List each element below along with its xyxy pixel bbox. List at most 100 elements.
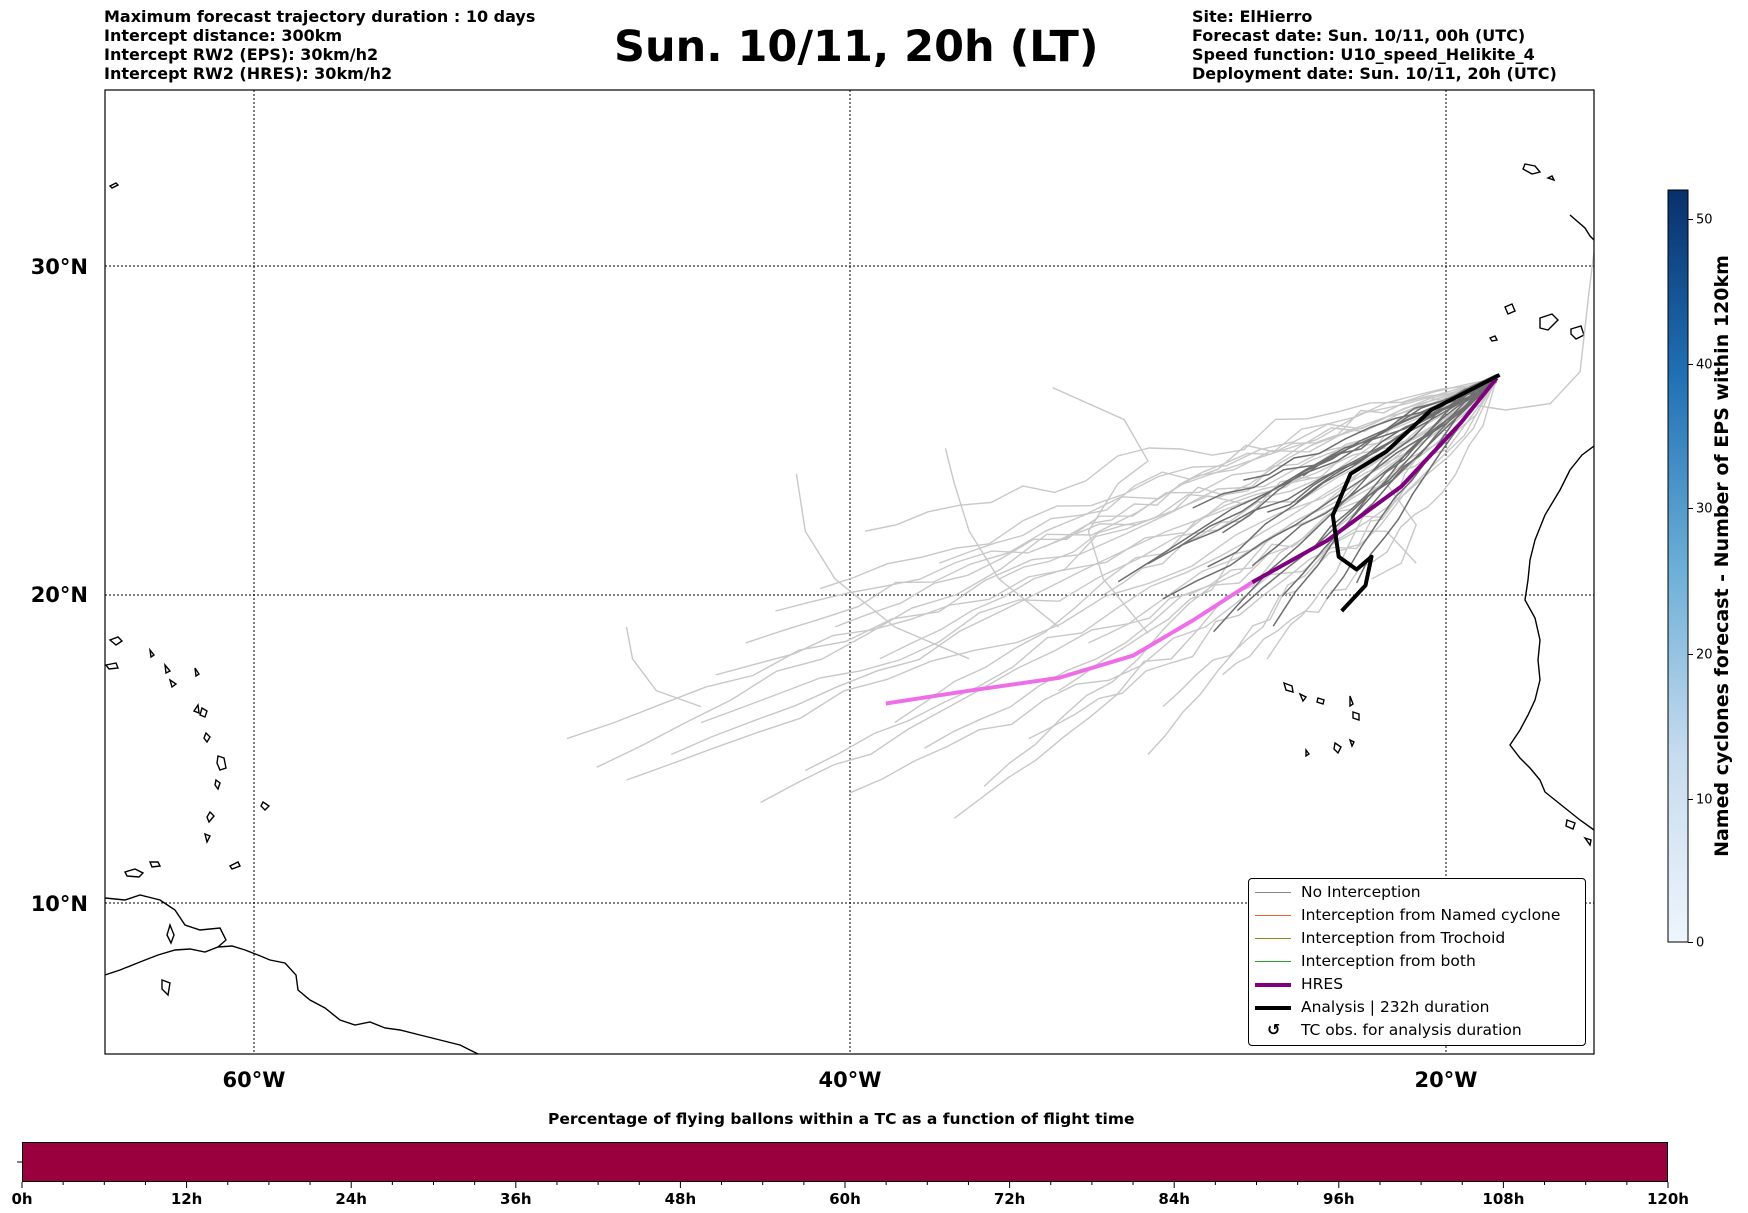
legend-item-analysis: Analysis | 232h duration bbox=[1249, 996, 1585, 1019]
legend-item-trochoid: Interception from Trochoid bbox=[1249, 927, 1585, 950]
colorbar-tickmark bbox=[1688, 508, 1693, 509]
header-left-line: Intercept RW2 (EPS): 30km/h2 bbox=[104, 45, 379, 64]
lon-label-40w: 40°W bbox=[819, 1068, 882, 1092]
header-right-line: Speed function: U10_speed_Helikite_4 bbox=[1192, 45, 1535, 64]
colorbar-tick-label: 30 bbox=[1696, 501, 1713, 517]
flight-bar-tick-label: 84h bbox=[1158, 1190, 1190, 1208]
ensemble-trajectory bbox=[625, 626, 702, 708]
ensemble-trajectory bbox=[566, 377, 1498, 740]
colorbar-tick-label: 20 bbox=[1696, 647, 1713, 663]
header-right: Site: ElHierro Forecast date: Sun. 10/11… bbox=[1192, 7, 1557, 83]
legend-label: Analysis | 232h duration bbox=[1301, 998, 1490, 1016]
ensemble-trajectory bbox=[1162, 376, 1498, 600]
colorbar-tick-label: 10 bbox=[1696, 792, 1713, 808]
flight-bar-tick-label: 0h bbox=[11, 1190, 33, 1208]
ensemble-trajectory bbox=[1341, 379, 1498, 529]
coastline-island bbox=[199, 706, 271, 845]
lat-label-20n: 20°N bbox=[31, 583, 88, 607]
colorbar-tickmark bbox=[1688, 942, 1693, 943]
coastline-island bbox=[1565, 214, 1594, 847]
colorbar-tick-label: 40 bbox=[1696, 357, 1713, 373]
legend-label: No Interception bbox=[1301, 883, 1421, 901]
colorbar-tick-label: 0 bbox=[1696, 935, 1705, 951]
ensemble-trajectory bbox=[596, 377, 1497, 768]
map-title: Sun. 10/11, 20h (LT) bbox=[614, 22, 1099, 72]
ensemble-trajectory bbox=[1281, 375, 1498, 597]
legend-item-no-interception: No Interception bbox=[1249, 881, 1585, 904]
ensemble-trajectory bbox=[1422, 246, 1594, 411]
ensemble-trajectory bbox=[1371, 482, 1417, 580]
legend-swatch bbox=[1255, 983, 1291, 987]
coastline-cape-verde bbox=[1282, 681, 1360, 758]
header-right-line: Forecast date: Sun. 10/11, 00h (UTC) bbox=[1192, 26, 1526, 45]
ensemble-trajectory bbox=[1266, 377, 1498, 660]
colorbar bbox=[1667, 189, 1689, 943]
legend-swatch bbox=[1255, 892, 1291, 893]
flight-bar-tick-label: 12h bbox=[170, 1190, 203, 1208]
lon-label-60w: 60°W bbox=[223, 1068, 286, 1092]
lon-label-20w: 20°W bbox=[1415, 1068, 1478, 1092]
header-left-line: Intercept distance: 300km bbox=[104, 26, 343, 45]
legend-swatch bbox=[1255, 938, 1291, 939]
coastline-island bbox=[105, 636, 200, 715]
cyclone-symbol-icon: ↺ bbox=[1267, 1020, 1281, 1039]
flight-bar-tick-label: 72h bbox=[993, 1190, 1026, 1208]
hres-trajectory-late bbox=[885, 580, 1254, 706]
hres-trajectory bbox=[1251, 376, 1499, 584]
ensemble-trajectory bbox=[670, 377, 1498, 756]
legend-label: Interception from Named cyclone bbox=[1301, 906, 1561, 924]
legend-label: Interception from Trochoid bbox=[1301, 929, 1506, 947]
ensemble-trajectory bbox=[795, 473, 970, 660]
coastline-venezuela bbox=[105, 894, 227, 948]
legend-swatch bbox=[1255, 915, 1291, 916]
legend-label: TC obs. for analysis duration bbox=[1301, 1021, 1522, 1039]
ensemble-trajectory bbox=[1147, 379, 1498, 565]
legend-label: HRES bbox=[1301, 975, 1344, 993]
coastline-south-america bbox=[105, 945, 479, 1054]
coastline-canary-islands bbox=[108, 163, 1585, 342]
ensemble-trajectories-dark bbox=[1117, 374, 1498, 633]
ensemble-trajectory bbox=[760, 377, 1498, 804]
ensemble-trajectory bbox=[1028, 377, 1498, 740]
legend-swatch bbox=[1255, 961, 1291, 962]
coastline-africa bbox=[1509, 445, 1594, 831]
legend-item-hres: HRES bbox=[1249, 973, 1585, 996]
header-right-line: Site: ElHierro bbox=[1192, 7, 1313, 26]
flight-time-bar bbox=[22, 1142, 1668, 1182]
header-left-line: Maximum forecast trajectory duration : 1… bbox=[104, 7, 536, 26]
colorbar-tick-label: 50 bbox=[1696, 212, 1713, 228]
flight-bar-tick-label: 120h bbox=[1647, 1190, 1689, 1208]
flight-bar-tick-label: 24h bbox=[335, 1190, 367, 1208]
ensemble-trajectory bbox=[804, 377, 1498, 772]
flight-bar-tick-label: 96h bbox=[1323, 1190, 1355, 1208]
ensemble-trajectory bbox=[983, 377, 1498, 787]
header-right-line: Deployment date: Sun. 10/11, 20h (UTC) bbox=[1192, 64, 1557, 83]
ensemble-trajectory bbox=[1043, 377, 1497, 548]
analysis-trajectory bbox=[1330, 373, 1501, 613]
ensemble-trajectory bbox=[1222, 379, 1497, 534]
legend-item-both: Interception from both bbox=[1249, 950, 1585, 973]
legend-label: Interception from both bbox=[1301, 952, 1476, 970]
legend-item-named-cyclone: Interception from Named cyclone bbox=[1249, 904, 1585, 927]
flight-bar-title: Percentage of flying ballons within a TC… bbox=[548, 1110, 1135, 1128]
legend: No Interception Interception from Named … bbox=[1248, 878, 1586, 1046]
colorbar-tickmark bbox=[1688, 364, 1693, 365]
ensemble-trajectory bbox=[1213, 381, 1498, 633]
ensemble-trajectory bbox=[864, 377, 1497, 532]
lat-label-10n: 10°N bbox=[31, 892, 88, 916]
flight-bar-tick-label: 108h bbox=[1482, 1190, 1525, 1208]
ensemble-trajectory bbox=[1052, 386, 1149, 634]
ensemble-trajectory bbox=[879, 377, 1497, 660]
flight-bar-tick-label: 60h bbox=[829, 1190, 861, 1208]
header-left-line: Intercept RW2 (HRES): 30km/h2 bbox=[104, 64, 393, 83]
ensemble-trajectory bbox=[1302, 374, 1498, 477]
colorbar-tickmark bbox=[1688, 799, 1693, 800]
header-left: Maximum forecast trajectory duration : 1… bbox=[104, 7, 535, 83]
colorbar-tickmark bbox=[1688, 654, 1693, 655]
ensemble-trajectory bbox=[939, 377, 1497, 564]
legend-swatch bbox=[1255, 1006, 1291, 1010]
flight-bar-tick-label: 36h bbox=[500, 1190, 532, 1208]
ensemble-trajectory bbox=[626, 377, 1498, 781]
colorbar-tickmark bbox=[1688, 219, 1693, 220]
